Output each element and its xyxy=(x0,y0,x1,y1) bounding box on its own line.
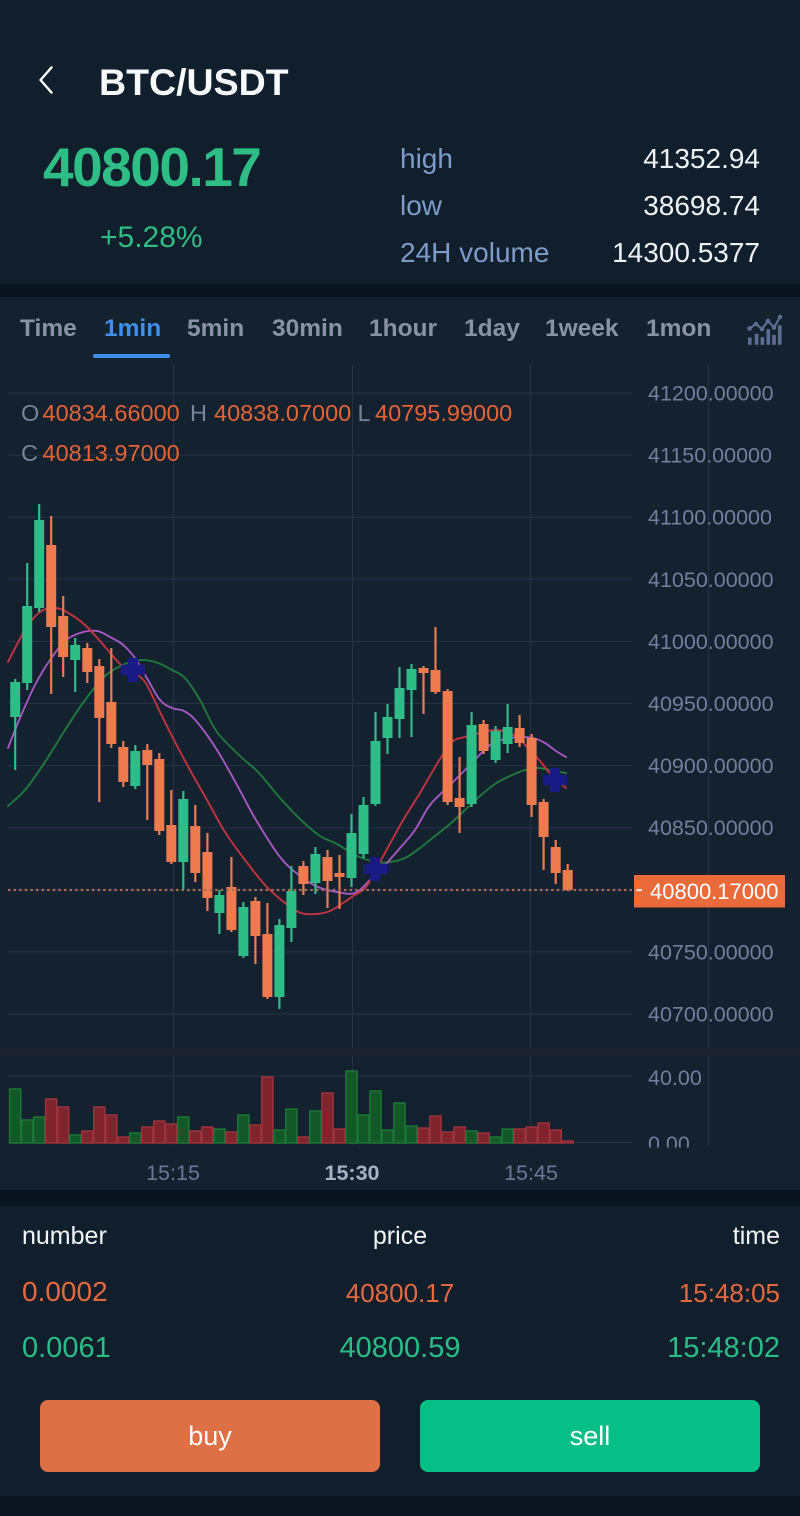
svg-text:40700.00000: 40700.00000 xyxy=(648,1003,774,1027)
svg-text:40795.99000: 40795.99000 xyxy=(375,400,512,426)
svg-text:C: C xyxy=(21,440,38,466)
svg-text:41050.00000: 41050.00000 xyxy=(648,568,774,592)
svg-text:40813.97000: 40813.97000 xyxy=(43,440,180,466)
svg-text:41100.00000: 41100.00000 xyxy=(648,506,772,530)
svg-text:40850.00000: 40850.00000 xyxy=(648,816,774,840)
svg-text:15:45: 15:45 xyxy=(504,1161,558,1185)
svg-text:41000.00000: 41000.00000 xyxy=(648,630,774,654)
svg-text:40800.17000: 40800.17000 xyxy=(650,879,778,904)
svg-text:O: O xyxy=(21,400,39,426)
svg-text:40750.00000: 40750.00000 xyxy=(648,940,774,964)
svg-text:41150.00000: 41150.00000 xyxy=(648,444,772,468)
svg-text:H: H xyxy=(190,400,207,426)
svg-text:L: L xyxy=(358,400,371,426)
svg-text:15:15: 15:15 xyxy=(146,1161,200,1185)
svg-text:40.00: 40.00 xyxy=(648,1066,702,1090)
svg-text:15:30: 15:30 xyxy=(325,1161,380,1185)
svg-text:41200.00000: 41200.00000 xyxy=(648,382,774,406)
svg-text:40838.07000: 40838.07000 xyxy=(214,400,351,426)
svg-text:40900.00000: 40900.00000 xyxy=(648,754,774,778)
svg-text:40950.00000: 40950.00000 xyxy=(648,692,774,716)
svg-text:40834.66000: 40834.66000 xyxy=(43,400,180,426)
